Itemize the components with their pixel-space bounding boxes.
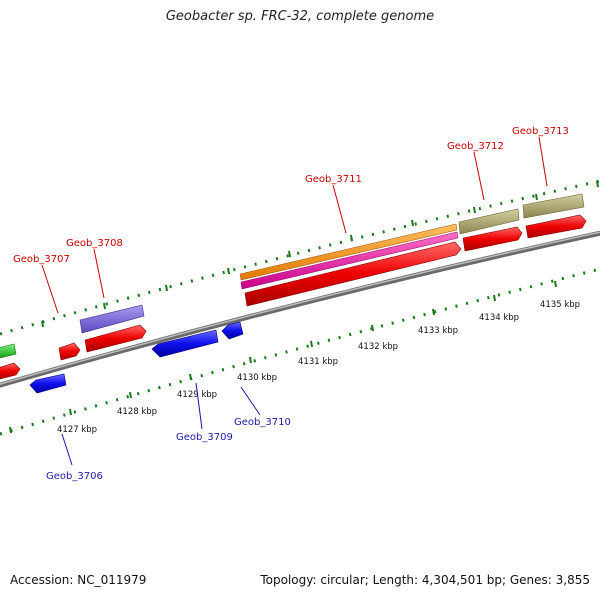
gene-geob-3711-domain-pink[interactable] bbox=[240, 231, 459, 290]
gene-geob-3709[interactable] bbox=[151, 329, 219, 358]
gene-geob-3712[interactable] bbox=[462, 226, 523, 252]
gene-geob-3713[interactable] bbox=[525, 214, 587, 239]
leader-geob-3713 bbox=[538, 136, 548, 187]
label-geob-3708[interactable]: Geob_3708 bbox=[66, 238, 123, 249]
label-geob-3706[interactable]: Geob_3706 bbox=[46, 471, 103, 482]
kbp-label-4127: 4127 kbp bbox=[57, 425, 97, 435]
upper-tick-track bbox=[0, 179, 600, 336]
label-geob-3707[interactable]: Geob_3707 bbox=[13, 254, 70, 265]
kbp-label-4130: 4130 kbp bbox=[237, 373, 277, 383]
gene-geob-3708[interactable] bbox=[84, 324, 147, 353]
leader-geob-3708 bbox=[93, 248, 105, 299]
gene-geob-3711-domain-orange[interactable] bbox=[239, 223, 458, 281]
kbp-label-4132: 4132 kbp bbox=[358, 342, 398, 352]
gene-geob-3706[interactable] bbox=[29, 373, 67, 394]
gene-geob-3713-domain[interactable] bbox=[522, 193, 585, 219]
genome-title: Geobacter sp. FRC-32, complete genome bbox=[165, 9, 435, 24]
kbp-label-4129: 4129 kbp bbox=[177, 390, 217, 400]
label-geob-3713[interactable]: Geob_3713 bbox=[512, 126, 569, 137]
kbp-label-4133: 4133 kbp bbox=[418, 326, 458, 336]
gene-geob-3708-domain[interactable] bbox=[79, 304, 145, 334]
gene-geob-3707[interactable] bbox=[58, 342, 81, 361]
label-geob-3711[interactable]: Geob_3711 bbox=[305, 174, 362, 185]
label-geob-3709[interactable]: Geob_3709 bbox=[176, 432, 233, 443]
accession-text: Accession: NC_011979 bbox=[10, 573, 147, 587]
genome-summary-text: Topology: circular; Length: 4,304,501 bp… bbox=[260, 573, 590, 587]
kbp-label-4135: 4135 kbp bbox=[540, 300, 580, 310]
gene-geob-3712-domain[interactable] bbox=[458, 208, 520, 235]
kbp-label-4128: 4128 kbp bbox=[117, 407, 157, 417]
leader-geob-3709 bbox=[195, 382, 203, 430]
genome-backbone bbox=[0, 230, 600, 388]
gene-geob-3710[interactable] bbox=[221, 321, 244, 340]
leader-geob-3706 bbox=[61, 433, 73, 466]
label-geob-3712[interactable]: Geob_3712 bbox=[447, 141, 504, 152]
genome-backbone-highlight bbox=[0, 231, 600, 385]
leader-geob-3712 bbox=[473, 151, 485, 201]
gene-forward-left-red[interactable] bbox=[0, 362, 21, 380]
leader-geob-3711 bbox=[332, 184, 347, 234]
upper-major-ticks bbox=[41, 180, 599, 328]
lower-major-ticks bbox=[9, 280, 557, 434]
kbp-label-4131: 4131 kbp bbox=[298, 357, 338, 367]
kbp-label-4134: 4134 kbp bbox=[479, 313, 519, 323]
gene-forward-left-edge[interactable] bbox=[0, 343, 17, 359]
leader-geob-3710 bbox=[240, 386, 261, 416]
gene-geob-3711[interactable] bbox=[244, 241, 462, 307]
leader-geob-3707 bbox=[41, 264, 59, 314]
label-geob-3710[interactable]: Geob_3710 bbox=[234, 417, 291, 428]
